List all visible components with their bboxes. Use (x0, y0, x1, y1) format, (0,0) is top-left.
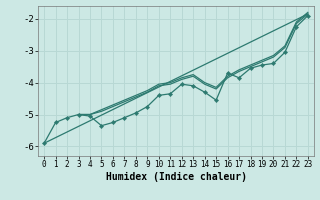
X-axis label: Humidex (Indice chaleur): Humidex (Indice chaleur) (106, 172, 246, 182)
